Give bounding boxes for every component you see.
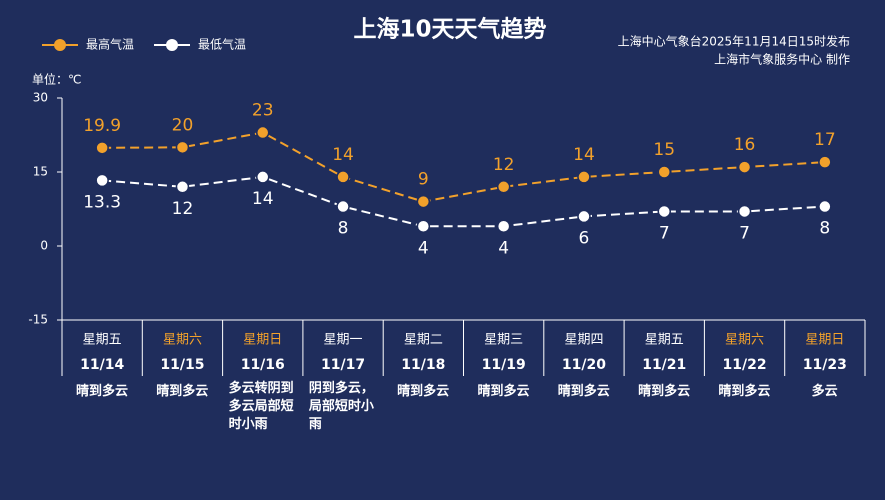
point <box>95 173 109 188</box>
value-label: 13.3 <box>83 192 121 212</box>
weekday: 星期四 <box>564 333 603 348</box>
weekday: 星期五 <box>83 333 122 348</box>
weekday: 星期一 <box>324 333 363 348</box>
value-label: 15 <box>653 140 675 160</box>
weather-cell: 晴到多云 <box>464 380 544 401</box>
series-line <box>102 131 825 203</box>
value-label: 8 <box>819 219 830 239</box>
legend-dot <box>54 39 66 51</box>
value-label: 12 <box>493 155 515 175</box>
x-tick-label: 11/14 <box>80 357 124 373</box>
legend-label: 最高气温 <box>86 37 134 52</box>
y-tick-label: -15 <box>28 313 48 327</box>
value-label: 7 <box>739 223 750 243</box>
value-label: 8 <box>338 219 349 239</box>
weekday: 星期三 <box>484 333 523 348</box>
weekday: 星期二 <box>404 333 443 348</box>
series-line <box>102 175 825 228</box>
weather: 晴到多云 <box>638 384 691 399</box>
value-label: 4 <box>418 238 429 258</box>
weather: 晴到多云 <box>718 384 771 399</box>
value-label: 14 <box>252 189 274 209</box>
value-label: 19.9 <box>83 116 121 136</box>
x-tick-label: 11/18 <box>401 357 445 373</box>
value-label: 12 <box>172 199 194 219</box>
point <box>818 199 832 214</box>
point <box>256 170 270 184</box>
weekday: 星期六 <box>725 333 764 348</box>
value-label: 14 <box>573 145 595 165</box>
point <box>496 180 511 194</box>
value-label: 4 <box>498 238 509 258</box>
weather-cell: 多云 <box>785 380 865 401</box>
x-tick-label: 11/15 <box>160 357 204 373</box>
point <box>496 219 511 234</box>
weather-cell: 晴到多云 <box>142 380 222 401</box>
weekday: 星期六 <box>163 333 202 348</box>
point <box>818 155 832 169</box>
point <box>175 180 190 194</box>
weather-cell: 晴到多云 <box>62 380 142 401</box>
point <box>95 141 109 155</box>
point <box>577 170 591 184</box>
source: 上海市气象服务中心 制作 <box>714 52 850 67</box>
x-tick-label: 11/16 <box>241 357 285 373</box>
value-label: 17 <box>814 130 836 150</box>
weekday: 星期日 <box>243 333 282 348</box>
point <box>737 204 752 219</box>
weather: 晴到多云 <box>557 384 610 399</box>
value-label: 23 <box>252 101 274 121</box>
x-tick-label: 11/22 <box>723 357 767 373</box>
y-tick-label: 15 <box>33 165 48 179</box>
weather-cell: 晴到多云 <box>704 380 784 401</box>
weekday: 星期五 <box>645 333 684 348</box>
weather: 多云转阴到多云局部短时小雨 <box>228 381 294 432</box>
point <box>657 165 671 179</box>
point <box>416 219 431 234</box>
point <box>657 204 671 219</box>
legend-label: 最低气温 <box>198 37 246 52</box>
weather: 晴到多云 <box>477 384 530 399</box>
point <box>737 160 752 174</box>
point <box>416 194 431 209</box>
value-label: 9 <box>418 170 429 190</box>
chart-title: 上海10天天气趋势 <box>353 16 546 43</box>
value-label: 16 <box>734 135 756 155</box>
point <box>175 140 190 155</box>
x-tick-label: 11/20 <box>562 357 606 373</box>
weather-cell: 多云转阴到多云局部短时小雨 <box>223 380 303 434</box>
x-tick-label: 11/17 <box>321 357 365 373</box>
weather-cell: 阴到多云，局部短时小雨 <box>303 380 383 434</box>
weather-cell: 晴到多云 <box>544 380 624 401</box>
y-tick-label: 30 <box>33 91 48 105</box>
source: 上海中心气象台2025年11月14日15时发布 <box>618 34 850 49</box>
unit-label: 单位：℃ <box>32 72 81 87</box>
weather: 多云 <box>811 384 838 399</box>
value-label: 7 <box>659 223 670 243</box>
y-tick-label: 0 <box>40 239 48 253</box>
weekday: 星期日 <box>805 333 844 348</box>
point <box>577 209 591 224</box>
weather: 晴到多云 <box>397 384 450 399</box>
x-tick-label: 11/23 <box>803 357 847 373</box>
weather: 晴到多云 <box>75 384 128 399</box>
weather-cell: 晴到多云 <box>624 380 704 401</box>
value-label: 20 <box>172 115 194 135</box>
weather-cell: 晴到多云 <box>383 380 463 401</box>
point <box>256 125 270 140</box>
value-label: 14 <box>332 145 354 165</box>
point <box>336 170 350 184</box>
point <box>336 199 350 214</box>
weather: 晴到多云 <box>156 384 209 399</box>
weather: 阴到多云，局部短时小雨 <box>308 381 374 432</box>
legend-dot <box>166 39 178 51</box>
value-label: 6 <box>579 228 590 248</box>
x-tick-label: 11/21 <box>642 357 686 373</box>
x-tick-label: 11/19 <box>482 357 526 373</box>
